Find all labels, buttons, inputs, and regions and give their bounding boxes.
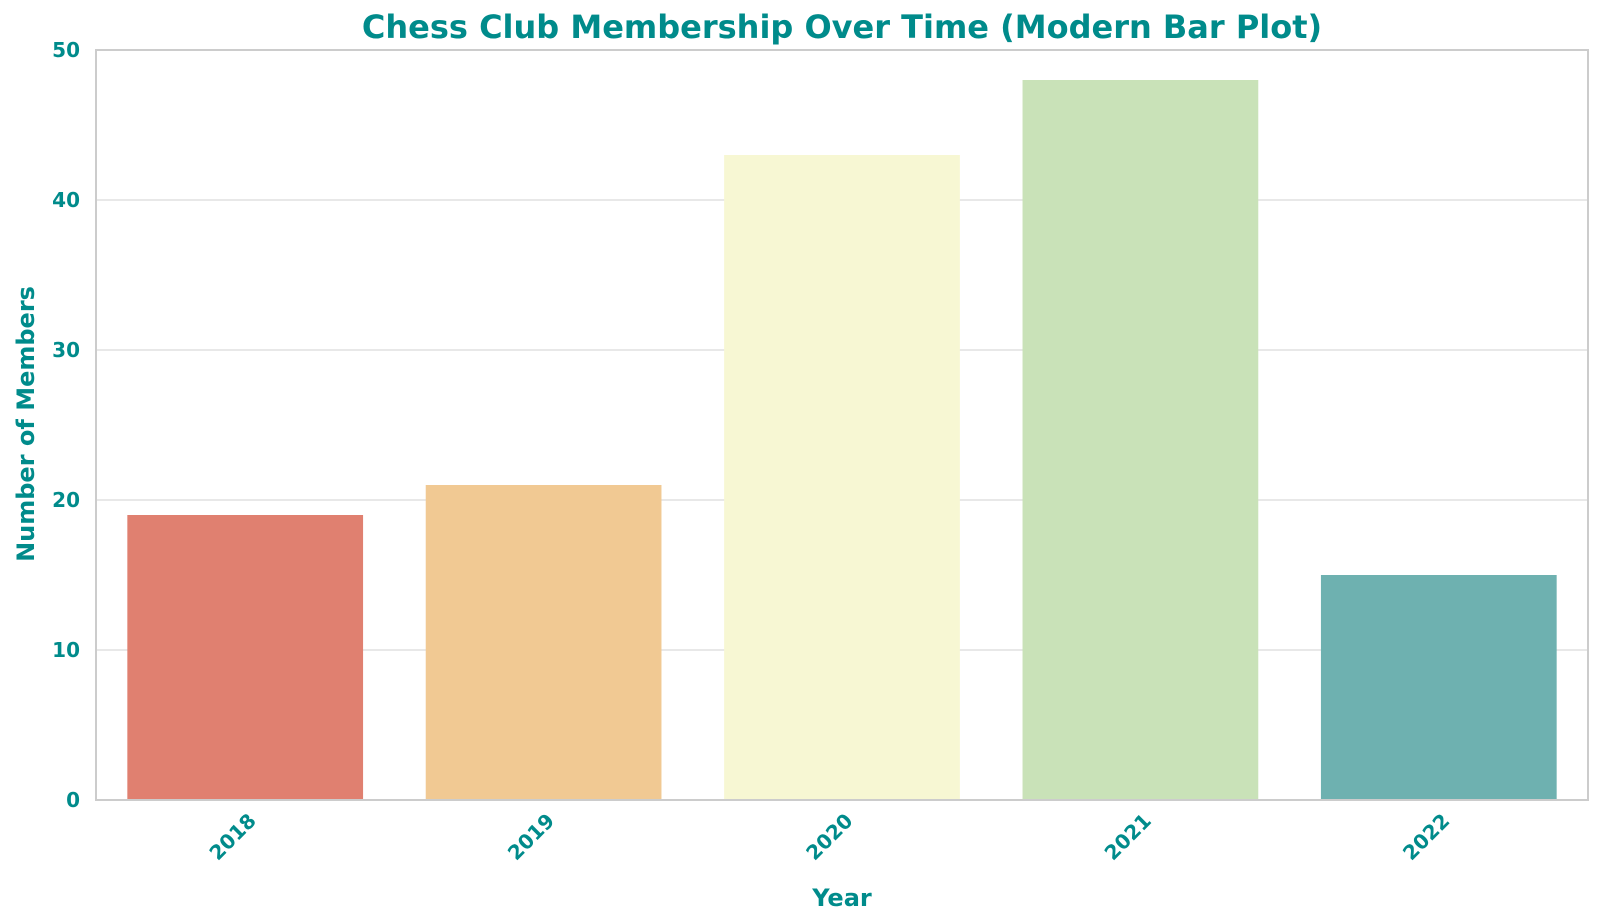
- x-tick-label: 2020: [801, 809, 857, 865]
- x-tick-label: 2018: [204, 809, 260, 865]
- bar-2018: [127, 515, 364, 800]
- x-tick-label: 2019: [503, 809, 559, 865]
- bars: [127, 80, 1557, 800]
- bar-2019: [425, 485, 662, 800]
- x-tick-label: 2022: [1398, 809, 1454, 865]
- x-tick-label: 2021: [1100, 809, 1156, 865]
- bar-2020: [724, 155, 960, 800]
- y-tick-label: 0: [66, 788, 80, 812]
- y-axis-label: Number of Members: [12, 286, 40, 562]
- y-tick-label: 20: [52, 488, 80, 512]
- y-tick-label: 40: [52, 188, 80, 212]
- x-axis-label: Year: [811, 884, 872, 912]
- bar-2022: [1320, 575, 1557, 800]
- x-axis-ticks: 2018 2019 2020 2021 2022: [204, 809, 1454, 865]
- plot-area: [95, 49, 1589, 801]
- y-tick-label: 30: [52, 338, 80, 362]
- plot-frame: [95, 49, 1589, 801]
- y-tick-label: 50: [52, 38, 80, 62]
- y-axis-ticks: 0 10 20 30 40 50: [52, 38, 80, 812]
- y-tick-label: 10: [52, 638, 80, 662]
- chart-title: Chess Club Membership Over Time (Modern …: [362, 8, 1322, 46]
- bar-2021: [1022, 80, 1259, 800]
